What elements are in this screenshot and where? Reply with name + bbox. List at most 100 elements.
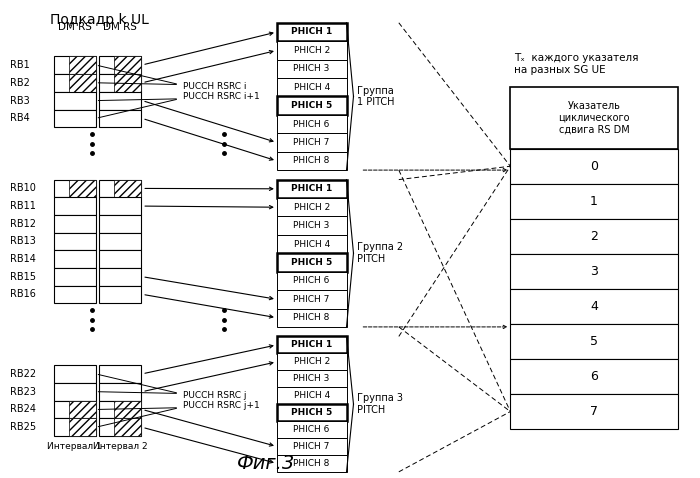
Bar — [54, 401, 95, 418]
Text: PHICH 4: PHICH 4 — [293, 239, 330, 249]
Bar — [276, 41, 346, 60]
Bar — [99, 109, 141, 127]
Text: PHICH 8: PHICH 8 — [293, 313, 330, 322]
Text: 3: 3 — [590, 265, 598, 278]
Bar — [113, 418, 141, 436]
Bar — [276, 97, 346, 115]
Bar — [276, 78, 346, 97]
Bar — [54, 180, 95, 197]
Bar — [54, 250, 95, 268]
Bar — [54, 233, 95, 250]
Bar — [276, 23, 346, 41]
Text: RB1: RB1 — [10, 60, 29, 70]
Text: PHICH 6: PHICH 6 — [293, 276, 330, 285]
Bar — [276, 133, 346, 152]
Bar — [54, 74, 95, 92]
Text: PHICH 7: PHICH 7 — [293, 442, 330, 451]
Text: PHICH 2: PHICH 2 — [293, 203, 330, 212]
Bar — [510, 324, 678, 359]
Text: RB12: RB12 — [10, 219, 36, 229]
Bar — [99, 285, 141, 303]
Text: Подкадр k UL: Подкадр k UL — [50, 13, 148, 27]
Text: PHICH 1: PHICH 1 — [291, 340, 332, 349]
Text: RB13: RB13 — [10, 237, 36, 246]
Bar — [99, 383, 141, 401]
Text: PHICH 6: PHICH 6 — [293, 120, 330, 129]
Text: PHICH 7: PHICH 7 — [293, 138, 330, 147]
Bar — [99, 233, 141, 250]
Bar — [276, 217, 346, 235]
Bar — [99, 197, 141, 215]
Text: PHICH 7: PHICH 7 — [293, 295, 330, 304]
Text: PHICH 6: PHICH 6 — [293, 425, 330, 434]
Bar — [54, 418, 95, 436]
Text: Группа
1 PITCH: Группа 1 PITCH — [357, 86, 395, 107]
Bar — [113, 180, 141, 197]
Bar — [54, 365, 95, 383]
Bar — [276, 438, 346, 455]
Text: PHICH 8: PHICH 8 — [293, 156, 330, 165]
Bar — [113, 56, 141, 74]
Bar — [99, 180, 141, 197]
Text: PUCCH RSRC i
PUCCH RSRC i+1: PUCCH RSRC i PUCCH RSRC i+1 — [183, 82, 260, 101]
Bar — [276, 272, 346, 290]
Bar — [276, 152, 346, 170]
Bar — [54, 383, 95, 401]
Text: Фиг.3: Фиг.3 — [237, 454, 295, 473]
Text: RB24: RB24 — [10, 404, 36, 414]
Bar — [510, 359, 678, 394]
Text: RB3: RB3 — [10, 96, 29, 106]
Text: RB25: RB25 — [10, 422, 36, 432]
Text: Интервал 1: Интервал 1 — [47, 443, 102, 451]
Bar — [54, 56, 95, 74]
Bar — [54, 268, 95, 285]
Bar — [99, 92, 141, 109]
Bar — [69, 401, 95, 418]
Bar — [276, 253, 346, 272]
Bar — [510, 254, 678, 289]
Text: Интервал 2: Интервал 2 — [92, 443, 147, 451]
Bar — [99, 56, 141, 74]
Bar — [510, 184, 678, 219]
Text: PHICH 8: PHICH 8 — [293, 459, 330, 468]
Bar — [113, 401, 141, 418]
Text: RB22: RB22 — [10, 369, 36, 379]
Text: PHICH 3: PHICH 3 — [293, 374, 330, 383]
Bar — [276, 455, 346, 472]
Bar — [510, 219, 678, 254]
Bar — [99, 268, 141, 285]
Bar — [276, 337, 346, 353]
Text: RB14: RB14 — [10, 254, 36, 264]
Bar — [276, 180, 346, 198]
Bar — [99, 215, 141, 233]
Text: PHICH 2: PHICH 2 — [293, 46, 330, 55]
Text: 6: 6 — [590, 370, 598, 383]
Text: PHICH 3: PHICH 3 — [293, 221, 330, 230]
Bar — [69, 418, 95, 436]
Text: DM RS: DM RS — [103, 22, 137, 33]
Bar — [54, 109, 95, 127]
Text: PHICH 1: PHICH 1 — [291, 185, 332, 193]
Bar — [99, 74, 141, 92]
Text: PHICH 1: PHICH 1 — [291, 27, 332, 36]
Text: PHICH 5: PHICH 5 — [291, 408, 332, 417]
Bar — [276, 387, 346, 404]
Text: RB11: RB11 — [10, 201, 36, 211]
Bar — [510, 149, 678, 184]
Text: Tₓ  каждого указателя
на разных SG UE: Tₓ каждого указателя на разных SG UE — [514, 54, 638, 75]
Bar — [276, 370, 346, 387]
Text: PHICH 5: PHICH 5 — [291, 101, 332, 110]
Text: 1: 1 — [590, 195, 598, 208]
Text: 7: 7 — [590, 405, 598, 418]
Bar — [276, 290, 346, 308]
Bar — [54, 197, 95, 215]
Bar — [510, 394, 678, 429]
Bar — [276, 353, 346, 370]
Text: RB15: RB15 — [10, 272, 36, 282]
Bar — [276, 308, 346, 327]
Text: Группа 2
PITCH: Группа 2 PITCH — [357, 242, 403, 264]
Text: PUCCH RSRC j
PUCCH RSRC j+1: PUCCH RSRC j PUCCH RSRC j+1 — [183, 391, 260, 410]
Text: 0: 0 — [590, 160, 598, 173]
Bar — [276, 60, 346, 78]
Bar — [99, 418, 141, 436]
